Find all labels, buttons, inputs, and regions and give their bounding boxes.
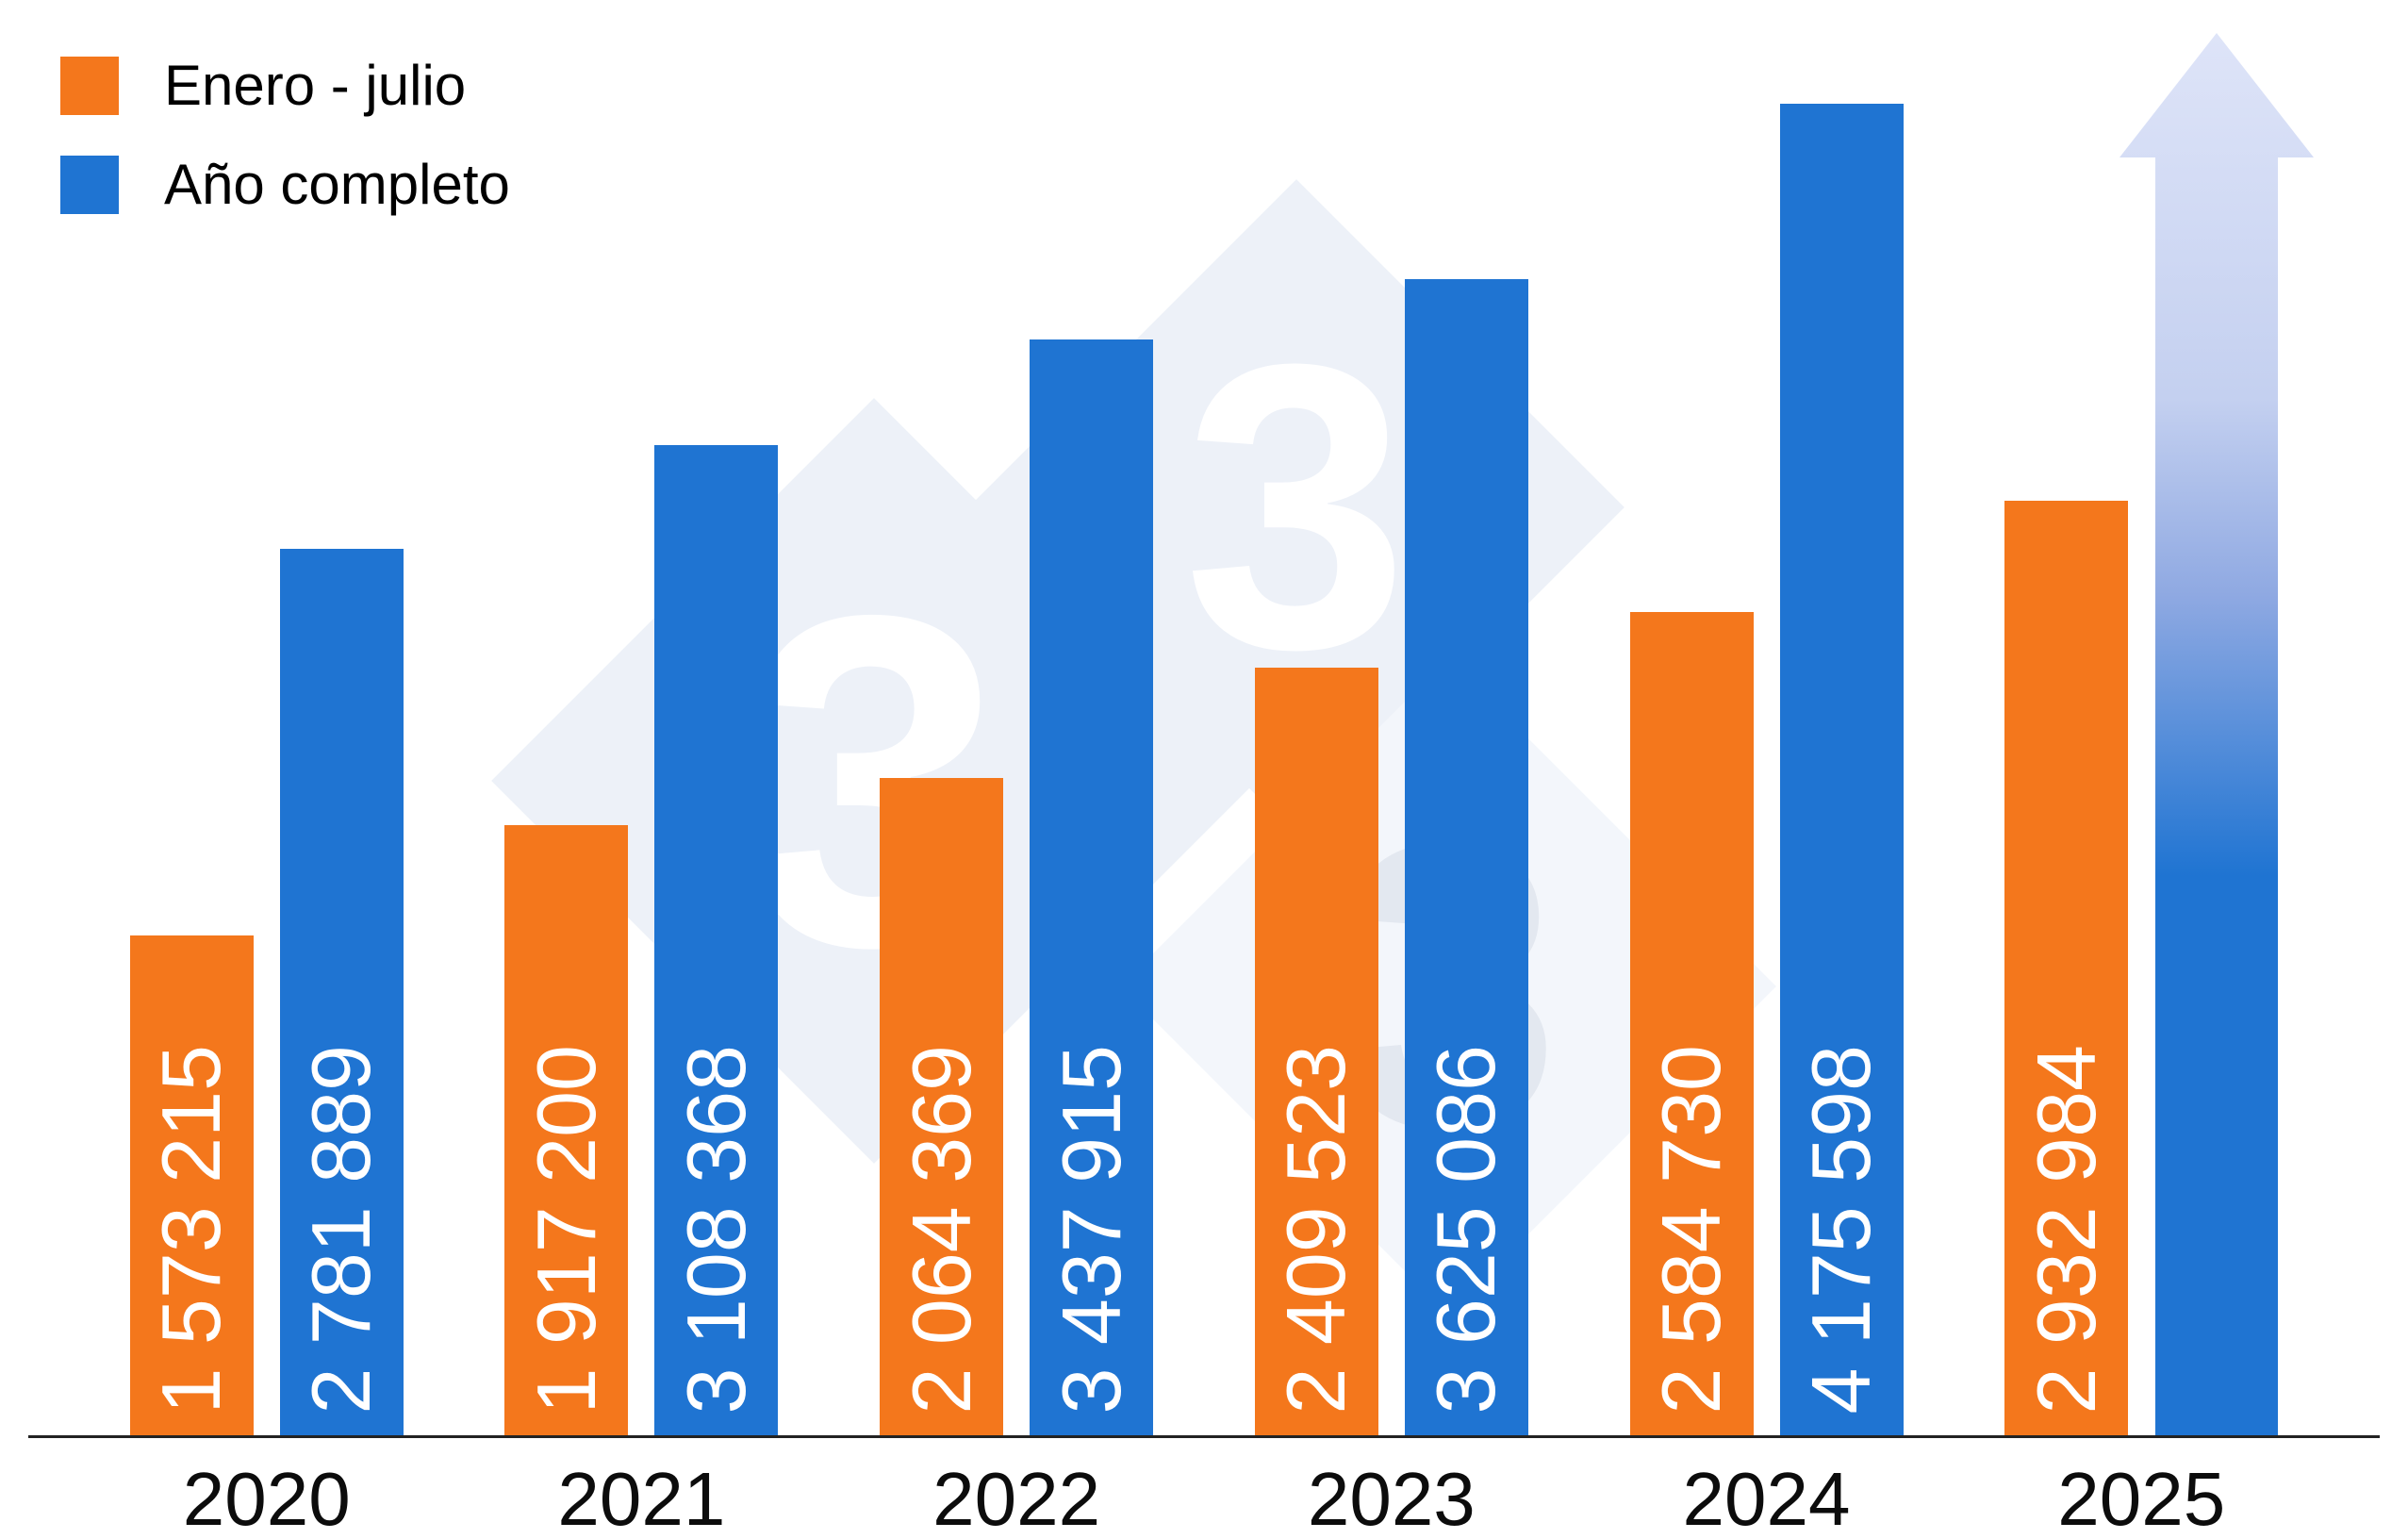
bar-value-label-2021-enero-julio: 1 917 200 xyxy=(519,1044,613,1415)
bar-value-label-2021-ano-completo: 3 108 368 xyxy=(668,1044,763,1415)
x-axis-label-2020: 2020 xyxy=(182,1457,351,1539)
bar-value-label-2020-ano-completo: 2 781 889 xyxy=(294,1044,388,1415)
bar-2022-ano-completo: 3 437 915 xyxy=(1030,339,1154,1438)
bar-group-2020: 1 573 215 2 781 889 xyxy=(129,549,404,1438)
bar-value-label-2025-enero-julio: 2 932 984 xyxy=(2019,1044,2113,1415)
x-axis-labels: 2020 2021 2022 2023 2024 2025 xyxy=(28,1456,2380,1539)
bar-2024-ano-completo: 4 175 598 xyxy=(1779,104,1904,1438)
bar-value-label-2023-enero-julio: 2 409 523 xyxy=(1269,1044,1363,1415)
bar-value-label-2020-enero-julio: 1 573 215 xyxy=(144,1044,239,1415)
projection-arrow-icon xyxy=(2119,33,2314,1438)
legend-swatch-ano-completo xyxy=(60,155,119,214)
bar-2025-enero-julio: 2 932 984 xyxy=(2004,501,2129,1438)
bar-2023-ano-completo: 3 625 086 xyxy=(1404,279,1528,1438)
x-axis-label-2024: 2024 xyxy=(1682,1457,1851,1539)
bar-group-2024: 2 584 730 4 175 598 xyxy=(1629,104,1904,1438)
legend-item-ano-completo: Año completo xyxy=(60,152,510,217)
bar-group-2025: 2 932 984 xyxy=(2004,33,2314,1438)
bar-2020-ano-completo: 2 781 889 xyxy=(279,549,404,1438)
bar-group-2022: 2 064 369 3 437 915 xyxy=(880,339,1154,1438)
bar-group-2023: 2 409 523 3 625 086 xyxy=(1254,279,1528,1438)
bar-value-label-2023-ano-completo: 3 625 086 xyxy=(1419,1044,1513,1415)
bar-groups: 1 573 215 2 781 889 1 917 200 3 108 368 2 06… xyxy=(28,0,2380,1438)
bar-value-label-2022-ano-completo: 3 437 915 xyxy=(1044,1044,1138,1415)
bar-value-label-2024-ano-completo: 4 175 598 xyxy=(1794,1044,1888,1415)
legend-label-enero-julio: Enero - julio xyxy=(164,54,467,117)
legend-swatch-enero-julio xyxy=(60,56,119,115)
x-axis-line xyxy=(28,1435,2380,1438)
bar-2021-ano-completo: 3 108 368 xyxy=(654,445,779,1438)
bar-2021-enero-julio: 1 917 200 xyxy=(504,825,629,1438)
x-axis-label-2025: 2025 xyxy=(2057,1457,2226,1539)
bar-group-2021: 1 917 200 3 108 368 xyxy=(504,445,779,1438)
plot-area: 1 573 215 2 781 889 1 917 200 3 108 368 2 06… xyxy=(28,0,2380,1438)
x-axis-label-2023: 2023 xyxy=(1307,1457,1476,1539)
x-axis-label-2021: 2021 xyxy=(557,1457,726,1539)
legend: Enero - julio Año completo xyxy=(60,53,510,251)
bar-2024-enero-julio: 2 584 730 xyxy=(1629,612,1754,1438)
legend-label-ano-completo: Año completo xyxy=(164,153,510,216)
bar-value-label-2024-enero-julio: 2 584 730 xyxy=(1644,1044,1739,1415)
x-axis-label-2022: 2022 xyxy=(932,1457,1101,1539)
projection-arrow-2025 xyxy=(2119,33,2314,1438)
bar-2023-enero-julio: 2 409 523 xyxy=(1254,668,1378,1438)
legend-item-enero-julio: Enero - julio xyxy=(60,53,510,118)
bar-2020-enero-julio: 1 573 215 xyxy=(129,935,254,1438)
bar-2022-enero-julio: 2 064 369 xyxy=(880,778,1004,1438)
bar-value-label-2022-enero-julio: 2 064 369 xyxy=(894,1044,988,1415)
